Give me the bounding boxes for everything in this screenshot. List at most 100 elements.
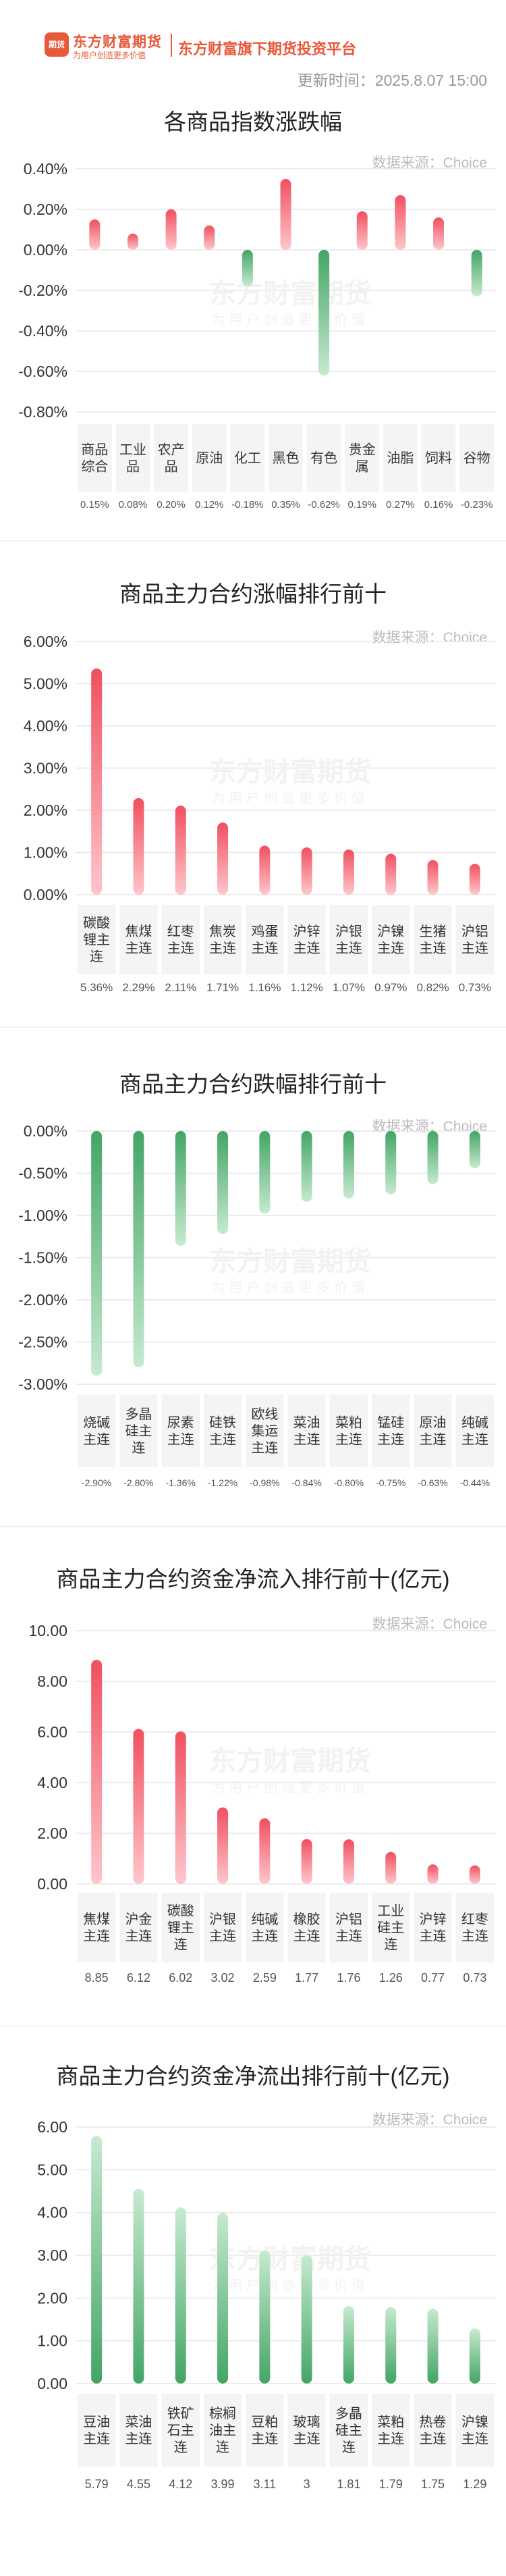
category-label-bg xyxy=(161,1893,200,1962)
value-label: 3.99 xyxy=(211,2477,235,2491)
chart-title: 各商品指数涨跌幅 xyxy=(164,109,342,134)
category-label-bg xyxy=(329,1893,368,1962)
y-tick-label: 4.00% xyxy=(24,717,67,735)
value-label: 5.36% xyxy=(80,981,113,994)
category-label: 沪镍主连 xyxy=(377,923,404,956)
category-label: 碳酸锂主连 xyxy=(167,1903,194,1953)
category-label-bg xyxy=(78,2394,116,2467)
category-label-bg xyxy=(119,1394,158,1467)
category-label-bg xyxy=(372,2394,410,2467)
category-label: 工业品 xyxy=(119,442,146,475)
y-tick-label: 1.00% xyxy=(24,844,67,862)
value-label: 1.26 xyxy=(379,1971,403,1984)
bar xyxy=(175,1131,186,1246)
value-label: 2.29% xyxy=(122,981,154,994)
bar xyxy=(91,1660,103,1884)
category-label-bg xyxy=(161,2394,200,2467)
watermark-subtext: 为用户创造更多价值 xyxy=(211,790,369,806)
bar xyxy=(217,2213,229,2384)
category-label-bg xyxy=(269,424,303,492)
category-label: 纯碱主连 xyxy=(251,1911,278,1944)
category-label: 菜粕主连 xyxy=(377,2414,404,2447)
y-tick-label: -0.60% xyxy=(18,363,67,380)
category-label-bg xyxy=(161,1394,200,1467)
category-label-bg xyxy=(119,1893,158,1962)
value-label: 6.12 xyxy=(127,1971,150,1984)
value-label: -0.23% xyxy=(461,499,493,510)
category-label: 豆油主连 xyxy=(83,2414,110,2447)
bar xyxy=(242,250,253,286)
bar xyxy=(427,1864,439,1884)
category-label-bg xyxy=(78,1394,116,1467)
y-tick-label: -0.20% xyxy=(18,282,67,299)
category-label-bg xyxy=(455,2394,494,2467)
y-tick-label: 6.00 xyxy=(37,1723,67,1741)
value-label: 0.73% xyxy=(459,981,491,994)
value-label: 1.79 xyxy=(379,2477,403,2491)
chart-section-net-outflow: 商品主力合约资金净流出排行前十(亿元) 数据来源：Choice 6.00 5.00… xyxy=(0,2026,506,2576)
value-label: -0.84% xyxy=(291,1477,321,1488)
category-label: 沪银主连 xyxy=(209,1911,236,1944)
value-label: 8.85 xyxy=(85,1971,109,1984)
bar xyxy=(433,217,445,250)
value-label: -1.22% xyxy=(208,1477,237,1488)
category-label: 焦煤主连 xyxy=(125,923,152,956)
value-label: 4.12 xyxy=(169,2477,192,2491)
y-tick-label: 0.00% xyxy=(24,886,67,903)
category-label: 鸡蛋主连 xyxy=(251,923,278,956)
y-tick-label: 0.00% xyxy=(24,241,67,259)
value-label: -2.80% xyxy=(123,1477,153,1488)
section-divider xyxy=(0,2026,506,2027)
value-label: 0.82% xyxy=(416,981,449,994)
y-tick-label: 4.00 xyxy=(37,1774,67,1791)
chart-source: 数据来源：Choice xyxy=(372,1616,487,1632)
category-label: 沪银主连 xyxy=(335,923,362,956)
value-label: 1.75 xyxy=(421,2477,445,2491)
y-tick-label: 1.00 xyxy=(37,2332,67,2350)
value-label: 0.12% xyxy=(195,499,224,510)
category-label: 饲料 xyxy=(425,450,452,466)
value-label: 1.07% xyxy=(333,981,365,994)
brand-name: 东方财富期货 xyxy=(73,34,162,50)
category-label-bg xyxy=(230,424,265,492)
category-label: 商品综合 xyxy=(81,442,108,475)
category-label: 黑色 xyxy=(273,450,300,466)
category-label: 铁矿石主连 xyxy=(167,2405,194,2455)
y-tick-label: -1.00% xyxy=(18,1207,67,1224)
chart-section-index-change: 各商品指数涨跌幅 数据来源：Choice 0.40% 0.20% 0.00% -0.2… xyxy=(0,95,506,540)
chart-index-change: 0.40% 0.20% 0.00% -0.20% -0.40% -0.60% -0.80% 东… xyxy=(18,162,496,510)
value-label: 2.11% xyxy=(165,981,196,994)
value-label: 5.79 xyxy=(85,2477,109,2491)
category-label-bg xyxy=(192,424,227,492)
watermark-text: 东方财富期货 xyxy=(209,756,371,787)
value-label: -0.63% xyxy=(418,1477,447,1488)
bar xyxy=(318,250,330,375)
value-label: 2.59 xyxy=(253,1971,277,1984)
category-label: 碳酸锂主连 xyxy=(83,915,110,965)
section-divider xyxy=(0,1526,506,1527)
bar xyxy=(91,1131,103,1376)
category-label-bg xyxy=(203,1394,242,1467)
value-label: 1.76 xyxy=(337,1971,360,1984)
bar xyxy=(301,1839,312,1884)
chart-net-inflow: 10.00 8.00 6.00 4.00 2.00 0.00 东方财富期货为用户创造更多价值… xyxy=(28,1624,496,1984)
update-time: 更新时间：2025.8.07 15:00 xyxy=(297,72,487,89)
brand-logo-icon: 期货 xyxy=(45,32,69,57)
category-label: 农产品 xyxy=(158,442,185,475)
category-label: 红枣主连 xyxy=(167,923,194,956)
value-label: 0.73 xyxy=(463,1971,486,1984)
y-tick-label: 2.00% xyxy=(24,801,67,819)
y-tick-label: 3.00 xyxy=(37,2246,67,2264)
value-label: -0.18% xyxy=(231,499,264,510)
value-label: 1.16% xyxy=(248,981,281,994)
page-header: 期货 东方财富期货 为用户创造更多价值 东方财富旗下期货投资平台 更新时间：20… xyxy=(0,0,506,95)
category-label-bg xyxy=(287,1893,326,1962)
y-tick-label: 6.00 xyxy=(37,2120,67,2136)
y-tick-label: 0.40% xyxy=(24,162,67,178)
category-label-bg xyxy=(287,1394,326,1467)
value-label: -1.36% xyxy=(166,1477,196,1488)
category-label-bg xyxy=(287,2394,326,2467)
value-label: 0.35% xyxy=(271,499,300,510)
watermark-text: 东方财富期货 xyxy=(209,278,371,309)
category-label: 菜油主连 xyxy=(125,2414,152,2447)
